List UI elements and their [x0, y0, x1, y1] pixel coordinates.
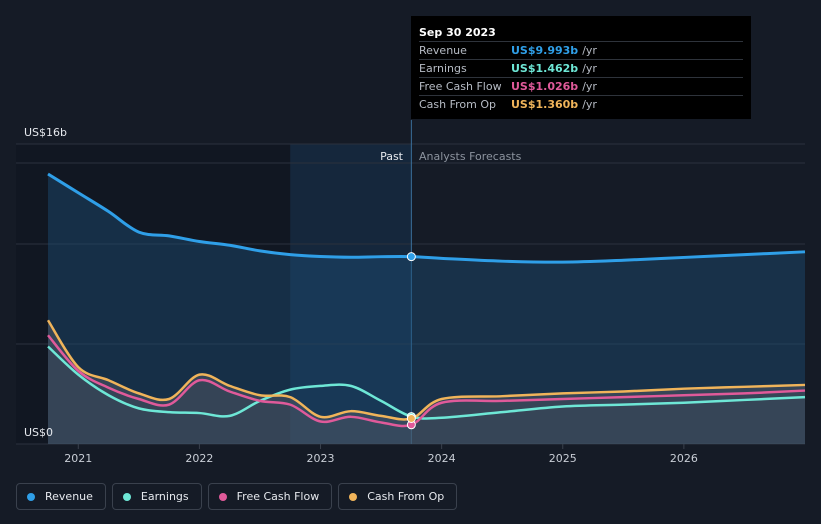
tooltip-label: Revenue: [419, 44, 467, 57]
revenue-area: [48, 174, 805, 444]
legend-label: Revenue: [45, 490, 93, 503]
marker-cash-from-op: [406, 414, 416, 423]
legend: Revenue Earnings Free Cash Flow Cash Fro…: [16, 483, 458, 510]
tooltip-value: US$9.993b: [511, 44, 579, 57]
legend-label: Free Cash Flow: [236, 490, 320, 503]
tooltip-value: US$1.360b: [511, 98, 579, 111]
tooltip-unit: /yr: [582, 62, 597, 75]
tooltip-label: Cash From Op: [419, 98, 497, 111]
forecast-zone-label: Analysts Forecasts: [419, 150, 522, 163]
series-line-cash-from-op: [46, 319, 806, 421]
tooltip-unit: /yr: [582, 80, 597, 93]
x-tick-label: 2025: [549, 452, 577, 465]
tooltip-label: Free Cash Flow: [419, 80, 502, 93]
tooltip-row-revenue: Revenue US$9.993b /yr: [419, 41, 743, 59]
tooltip-row-earnings: Earnings US$1.462b /yr: [419, 59, 743, 77]
series-line-revenue: [47, 172, 806, 264]
legend-dot-icon: [218, 492, 227, 501]
tooltip-value: US$1.026b: [511, 80, 579, 93]
legend-item-free-cash-flow[interactable]: Free Cash Flow: [207, 483, 333, 510]
legend-dot-icon: [122, 492, 131, 501]
tooltip-label: Earnings: [419, 62, 467, 75]
x-tick-label: 2021: [64, 452, 92, 465]
x-tick-label: 2026: [670, 452, 698, 465]
legend-label: Cash From Op: [367, 490, 445, 503]
series-line-free-cash-flow: [47, 334, 806, 428]
legend-item-revenue[interactable]: Revenue: [16, 483, 106, 510]
x-tick-label: 2024: [428, 452, 456, 465]
tooltip-date: Sep 30 2023: [419, 26, 496, 39]
tooltip-unit: /yr: [582, 98, 597, 111]
y-axis-top-label: US$16b: [24, 126, 67, 139]
tooltip-row-free-cash-flow: Free Cash Flow US$1.026b /yr: [419, 77, 743, 95]
tooltip: Sep 30 2023 Revenue US$9.993b /yr Earnin…: [411, 16, 751, 119]
legend-item-earnings[interactable]: Earnings: [111, 483, 202, 510]
highlight-zone-background: [290, 144, 412, 444]
tooltip-row-cash-from-op: Cash From Op US$1.360b /yr: [419, 95, 743, 113]
legend-item-cash-from-op[interactable]: Cash From Op: [338, 483, 458, 510]
x-tick-label: 2023: [307, 452, 335, 465]
past-zone-label: Past: [380, 150, 404, 163]
tooltip-value: US$1.462b: [511, 62, 579, 75]
y-axis-bottom-label: US$0: [24, 426, 53, 439]
legend-dot-icon: [349, 492, 358, 501]
tooltip-unit: /yr: [582, 44, 597, 57]
legend-dot-icon: [27, 492, 35, 501]
legend-label: Earnings: [140, 490, 189, 503]
x-tick-label: 2022: [185, 452, 213, 465]
marker-revenue: [406, 252, 416, 262]
series-line-earnings: [47, 345, 806, 420]
